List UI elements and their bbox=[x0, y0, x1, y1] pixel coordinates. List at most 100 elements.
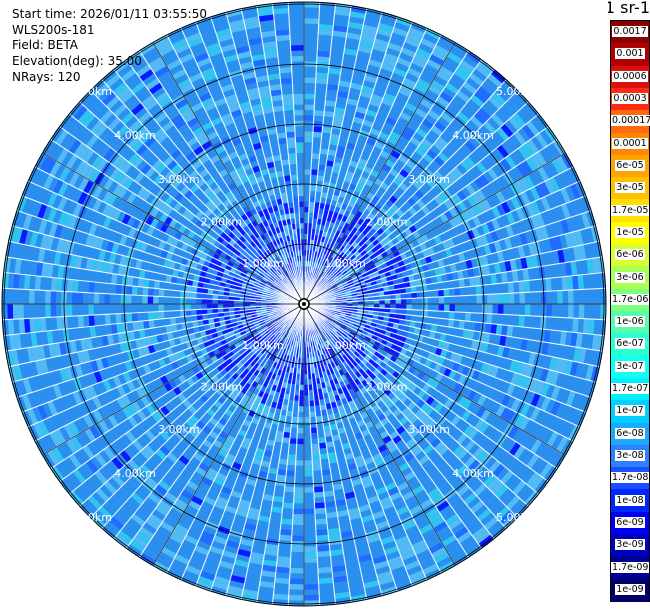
range-gate bbox=[350, 5, 367, 14]
range-gate bbox=[396, 57, 412, 68]
range-gate bbox=[458, 320, 465, 330]
range-gate bbox=[513, 130, 527, 146]
range-gate bbox=[358, 158, 368, 167]
range-gate bbox=[422, 563, 439, 575]
range-gate bbox=[118, 174, 130, 187]
range-gate bbox=[143, 444, 156, 457]
range-gate bbox=[148, 82, 163, 95]
range-gate bbox=[376, 27, 393, 38]
range-gate bbox=[325, 326, 331, 333]
range-gate bbox=[111, 456, 124, 470]
range-gate bbox=[326, 346, 331, 353]
range-gate bbox=[574, 230, 584, 246]
range-gate bbox=[220, 112, 233, 122]
range-gate bbox=[309, 411, 316, 418]
range-gate bbox=[259, 354, 266, 361]
range-gate bbox=[236, 354, 244, 362]
range-gate bbox=[318, 270, 323, 276]
range-gate bbox=[336, 282, 343, 287]
range-gate bbox=[295, 142, 304, 148]
range-gate bbox=[418, 412, 429, 423]
range-gate bbox=[286, 276, 291, 282]
range-gate bbox=[481, 342, 489, 353]
range-gate bbox=[229, 257, 237, 264]
range-gate bbox=[103, 446, 116, 461]
range-gate bbox=[465, 259, 473, 270]
range-gate bbox=[158, 95, 172, 108]
range-gate bbox=[177, 78, 192, 90]
range-gate bbox=[144, 98, 159, 112]
ray-gap-line bbox=[305, 309, 400, 596]
ray-gap-line bbox=[306, 31, 444, 299]
range-gate bbox=[282, 324, 287, 330]
range-gate bbox=[110, 273, 118, 285]
range-gate bbox=[379, 308, 385, 313]
range-gate bbox=[439, 333, 447, 342]
range-gate bbox=[280, 266, 286, 273]
ray-gap-line bbox=[309, 287, 606, 305]
ray-gap-line bbox=[98, 76, 301, 300]
range-gate bbox=[255, 75, 269, 83]
range-gate bbox=[452, 193, 463, 205]
range-gate bbox=[148, 513, 163, 526]
ray-gap-line bbox=[2, 304, 299, 337]
ray-gap-line bbox=[2, 255, 299, 304]
range-gate bbox=[334, 340, 341, 346]
range-gate bbox=[147, 492, 162, 505]
range-gate bbox=[467, 330, 475, 340]
range-gate bbox=[321, 259, 326, 266]
range-gate bbox=[199, 570, 216, 581]
range-gate bbox=[379, 299, 385, 304]
range-gate bbox=[147, 287, 154, 297]
range-gate bbox=[246, 512, 260, 521]
range-gate bbox=[379, 304, 385, 309]
range-gate bbox=[135, 338, 143, 349]
range-gate bbox=[365, 368, 373, 377]
range-gate bbox=[313, 120, 324, 127]
range-gate bbox=[269, 267, 276, 274]
range-gate bbox=[413, 52, 429, 64]
range-gate bbox=[573, 347, 581, 363]
ray-gap-line bbox=[309, 164, 577, 302]
range-gate bbox=[445, 248, 453, 258]
range-gate bbox=[131, 312, 138, 322]
range-gate bbox=[369, 127, 381, 137]
range-gate bbox=[240, 441, 250, 450]
range-gate bbox=[296, 373, 301, 380]
range-gate bbox=[424, 358, 433, 368]
range-gate bbox=[8, 225, 18, 243]
range-gate bbox=[467, 206, 477, 219]
range-gate bbox=[338, 336, 345, 343]
range-gate bbox=[506, 383, 516, 397]
range-gate bbox=[227, 260, 234, 268]
range-gate bbox=[556, 436, 569, 453]
range-gate bbox=[126, 313, 133, 323]
range-gate bbox=[436, 70, 451, 83]
range-gate bbox=[295, 384, 300, 391]
range-gate bbox=[276, 561, 291, 568]
range-gate bbox=[332, 275, 338, 281]
range-gate bbox=[433, 551, 450, 564]
range-gate bbox=[353, 279, 360, 285]
range-gate bbox=[262, 334, 268, 341]
range-gate bbox=[314, 399, 320, 406]
range-gate bbox=[257, 470, 269, 479]
range-gate bbox=[385, 481, 397, 492]
range-gate bbox=[267, 128, 277, 136]
range-gate bbox=[261, 30, 276, 38]
range-gate bbox=[359, 470, 370, 479]
range-gate bbox=[514, 414, 525, 428]
range-gate bbox=[225, 590, 243, 600]
range-gate bbox=[254, 333, 261, 339]
range-gate bbox=[382, 57, 397, 68]
range-gate bbox=[53, 251, 62, 266]
range-ring-label: 2.00km bbox=[201, 381, 243, 394]
range-gate bbox=[58, 166, 71, 182]
range-gate bbox=[352, 344, 359, 351]
range-gate bbox=[544, 179, 556, 195]
range-gate bbox=[348, 369, 355, 377]
range-gate bbox=[383, 290, 390, 296]
range-gate bbox=[346, 98, 359, 107]
range-gate bbox=[38, 420, 50, 437]
range-gate bbox=[258, 319, 265, 324]
